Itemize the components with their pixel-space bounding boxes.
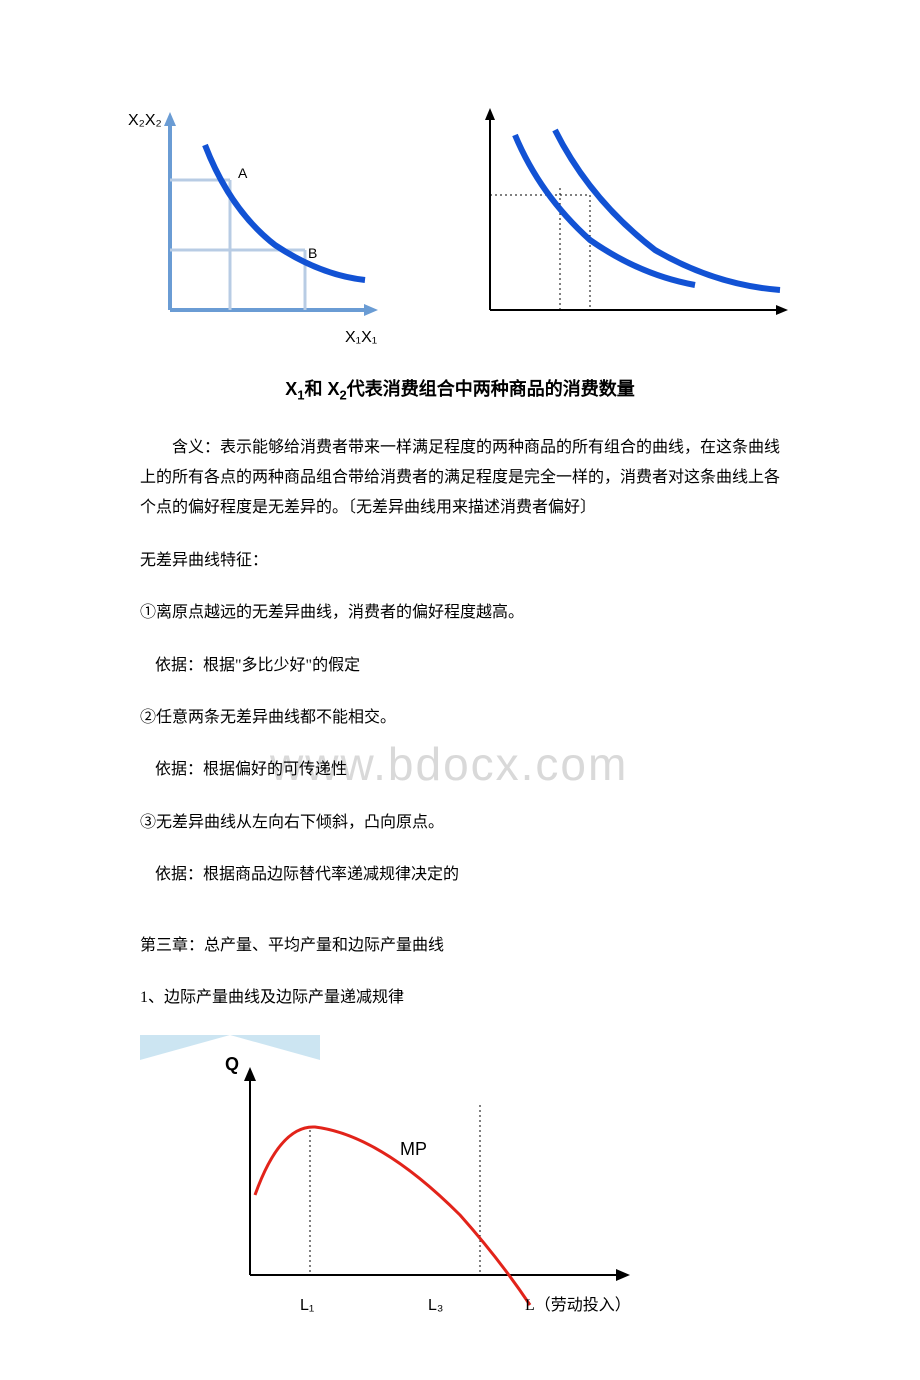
feature-2: ②任意两条无差异曲线都不能相交。 <box>140 703 780 733</box>
charts-row: X₂X₂ A B X₁X₁ <box>60 100 860 365</box>
svg-text:X₂X₂: X₂X₂ <box>128 112 162 129</box>
basis-3: 依据：根据商品边际替代率递减规律决定的 <box>155 860 780 890</box>
svg-text:A: A <box>238 165 248 181</box>
feature-3: ③无差异曲线从左向右下倾斜，凸向原点。 <box>140 808 780 838</box>
basis-2: 依据：根据偏好的可传递性 <box>155 755 780 785</box>
features-title: 无差异曲线特征： <box>140 546 780 576</box>
svg-text:B: B <box>308 245 317 261</box>
marginal-product-chart: Q MP L₁ L₃ L（劳动投入） <box>180 1035 860 1340</box>
meaning-paragraph: 含义：表示能够给消费者带来一样满足程度的两种商品的所有组合的曲线，在这条曲线上的… <box>140 433 780 524</box>
svg-text:L₁: L₁ <box>300 1297 314 1314</box>
basis-1: 依据：根据"多比少好"的假定 <box>155 651 780 681</box>
chart-caption: X1和 X2代表消费组合中两种商品的消费数量 <box>60 375 860 403</box>
indifference-curve-chart-2 <box>460 100 800 365</box>
svg-text:MP: MP <box>400 1139 427 1159</box>
svg-text:L₃: L₃ <box>428 1297 443 1314</box>
chapter3-title: 第三章：总产量、平均产量和边际产量曲线 <box>140 931 780 961</box>
feature-1: ①离原点越远的无差异曲线，消费者的偏好程度越高。 <box>140 598 780 628</box>
svg-text:X₁X₁: X₁X₁ <box>345 329 377 346</box>
decorative-triangles <box>140 1035 320 1060</box>
svg-text:L（劳动投入）: L（劳动投入） <box>525 1296 631 1314</box>
chapter3-item-1: 1、边际产量曲线及边际产量递减规律 <box>140 983 780 1013</box>
indifference-curve-chart-1: X₂X₂ A B X₁X₁ <box>120 100 400 365</box>
